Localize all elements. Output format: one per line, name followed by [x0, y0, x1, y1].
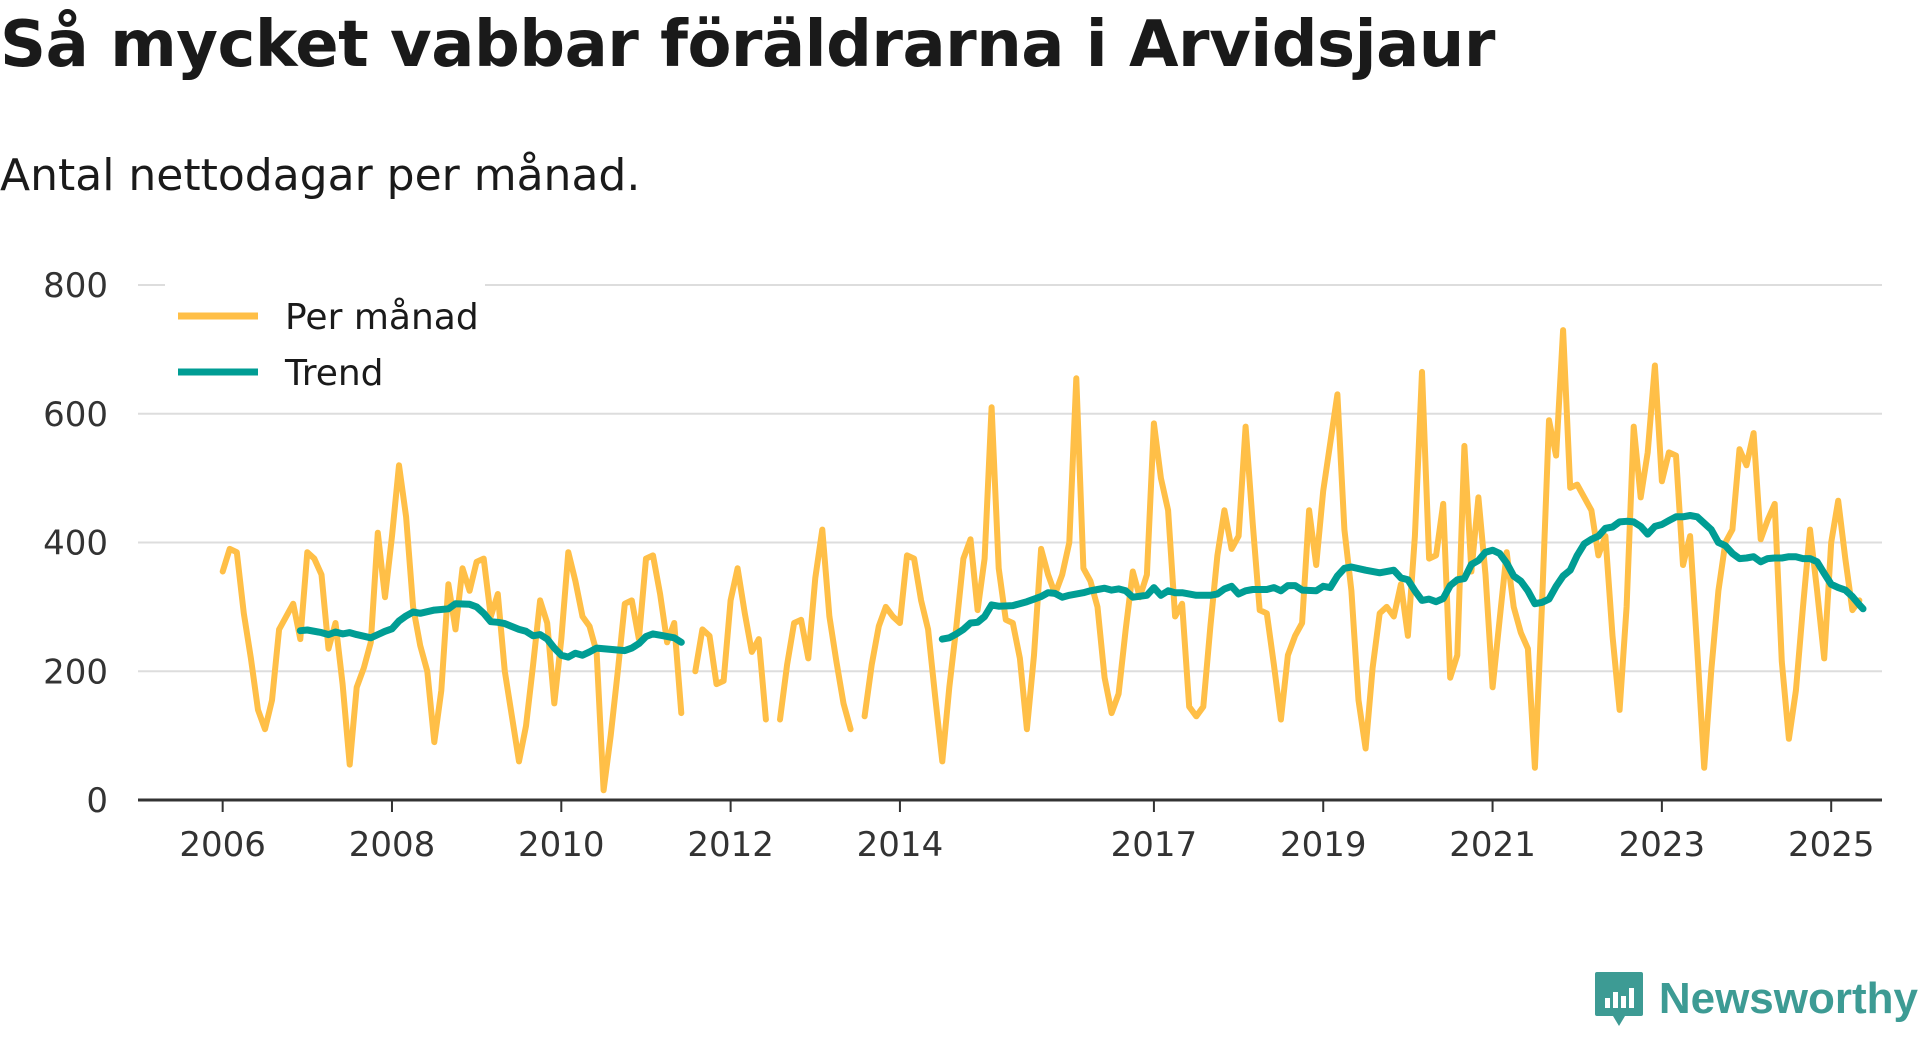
x-tick-label: 2023 [1619, 825, 1706, 865]
x-tick-label: 2021 [1449, 825, 1536, 865]
x-tick-label: 2014 [857, 825, 944, 865]
x-tick-label: 2006 [179, 825, 266, 865]
legend-label-trend: Trend [284, 353, 384, 394]
series-lines [219, 327, 1867, 794]
series-line-per-manad-segment-2 [777, 526, 854, 733]
y-tick-label: 200 [43, 652, 108, 692]
x-tick-label: 2010 [518, 825, 605, 865]
series-line-trend-segment-1 [938, 512, 1867, 643]
y-tick-label: 800 [43, 266, 108, 306]
y-tick-label: 600 [43, 395, 108, 435]
newsworthy-brand: Newsworthy [1593, 970, 1918, 1028]
series-line-per-manad-segment-1 [692, 565, 769, 723]
brand-name: Newsworthy [1658, 974, 1918, 1023]
y-tick-label: 0 [86, 781, 108, 821]
x-tick-label: 2025 [1788, 825, 1875, 865]
series-line-trend-segment-0 [296, 600, 685, 661]
x-tick-label: 2017 [1111, 825, 1198, 865]
legend: Per månad Trend [165, 282, 485, 394]
x-tick-label: 2012 [687, 825, 774, 865]
series-line-per-manad-segment-3 [861, 327, 1863, 771]
newsworthy-logo-icon [1594, 972, 1643, 1026]
chart-title: Så mycket vabbar föräldrarna i Arvidsjau… [0, 8, 1495, 82]
series-line-per-manad-segment-0 [219, 462, 685, 794]
legend-label-per-manad: Per månad [285, 297, 479, 338]
x-tick-label: 2008 [349, 825, 436, 865]
axes: 0 200 400 600 800 2006 2008 2010 2012 2014 2017 201… [43, 266, 1882, 865]
chart-subtitle: Antal nettodagar per månad. [0, 150, 641, 201]
x-tick-label: 2019 [1280, 825, 1367, 865]
y-tick-label: 400 [43, 524, 108, 564]
